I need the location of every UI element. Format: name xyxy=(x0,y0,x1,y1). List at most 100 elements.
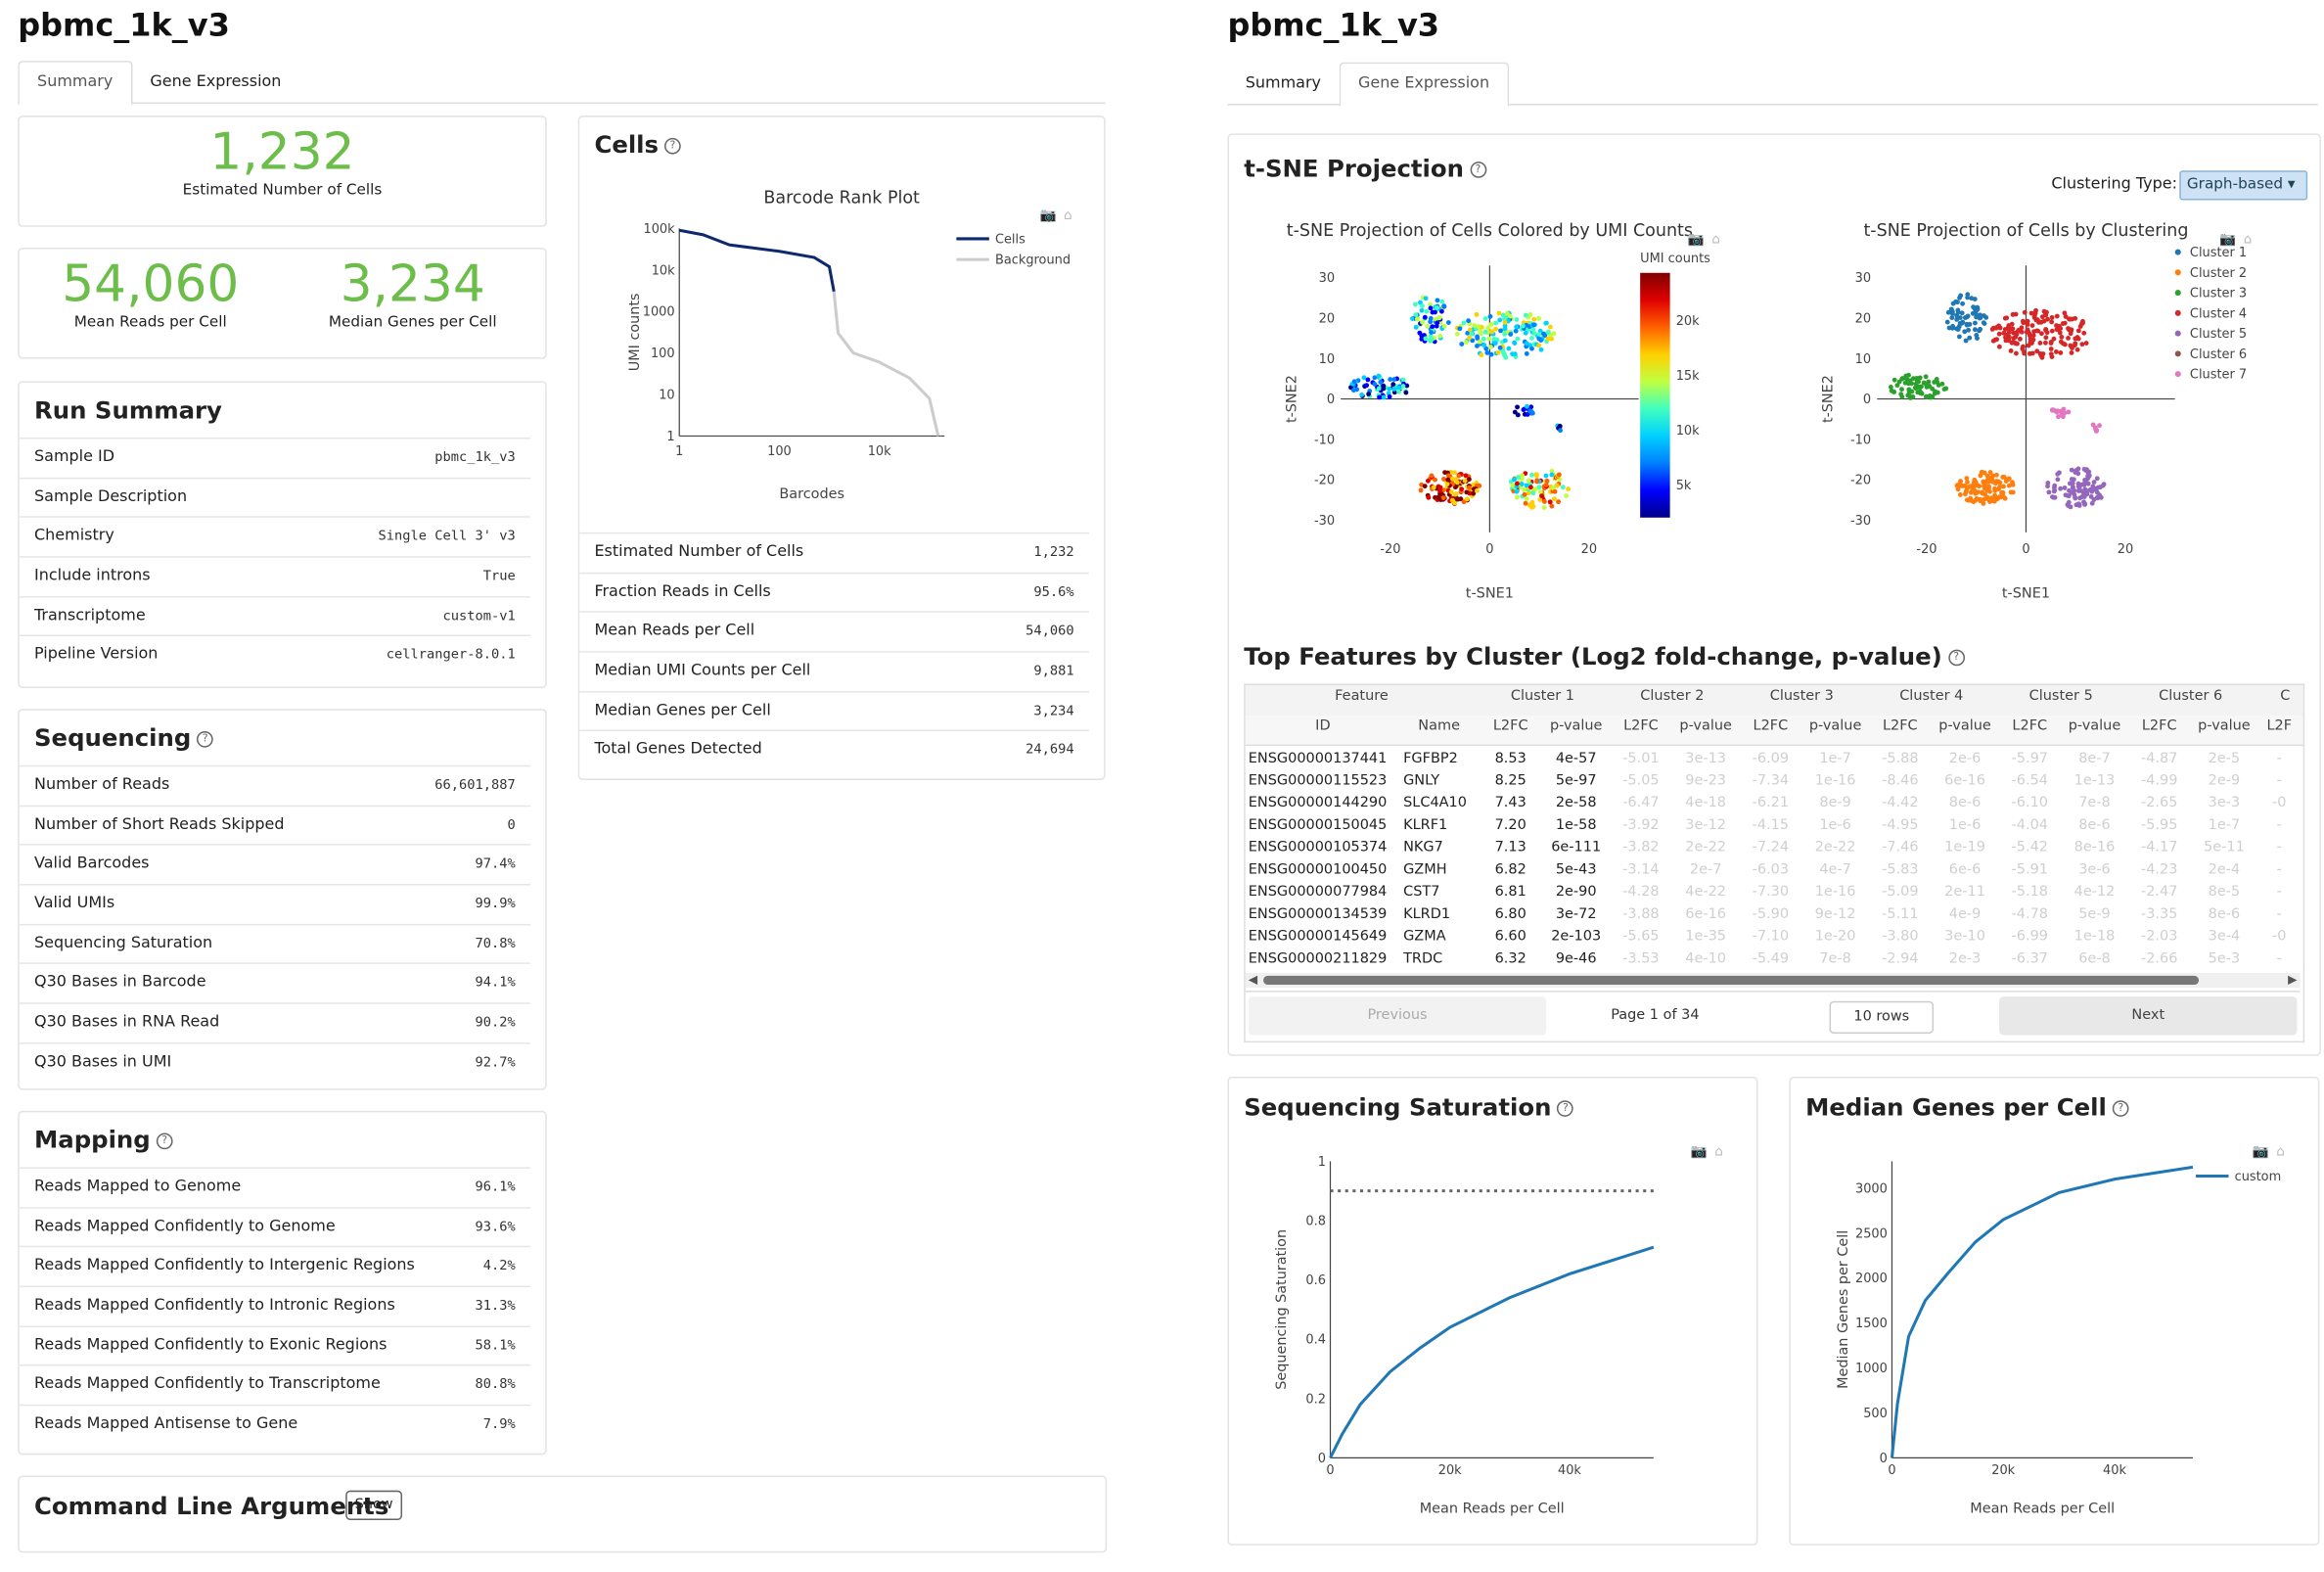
x-tick-label: 20 xyxy=(2118,542,2133,557)
scatter-point xyxy=(2006,483,2012,488)
y-tick-label: 0.2 xyxy=(1305,1392,1326,1407)
table-cell: -2.03 xyxy=(2140,928,2178,946)
metric-value: 31.3% xyxy=(475,1299,516,1315)
table-cell: 1e-18 xyxy=(2073,928,2116,946)
table-cell: 2e-6 xyxy=(1948,750,1982,767)
scatter-point xyxy=(2070,485,2075,490)
rows-per-page-select[interactable]: 10 rows xyxy=(1829,1000,1935,1035)
scatter-point xyxy=(2094,476,2100,482)
previous-button[interactable]: Previous xyxy=(1248,996,1547,1036)
help-icon[interactable]: ? xyxy=(1557,1100,1574,1117)
y-tick-label: -10 xyxy=(1850,433,1871,447)
estimated-cells-value: 1,232 xyxy=(209,122,355,183)
scatter-point xyxy=(1529,499,1535,505)
y-tick-label: -10 xyxy=(1314,433,1335,447)
scatter-point xyxy=(1529,336,1534,341)
metric-row: Reads Mapped Confidently to Intergenic R… xyxy=(19,1246,530,1285)
scatter-point xyxy=(1500,312,1506,318)
scrollbar-thumb[interactable] xyxy=(1262,975,2200,986)
reads-genes-card: 54,060 Mean Reads per Cell 3,234 Median … xyxy=(18,248,547,359)
tab-gene-expression[interactable]: Gene Expression xyxy=(150,72,282,91)
scatter-point xyxy=(1487,313,1493,319)
scatter-point xyxy=(2000,493,2006,499)
table-cell: -6.37 xyxy=(2011,950,2048,967)
help-icon[interactable]: ? xyxy=(664,137,681,155)
y-axis-label: t-SNE2 xyxy=(1284,375,1299,423)
scatter-point xyxy=(1538,338,1544,343)
scatter-point xyxy=(1963,488,1969,494)
table-cell: 3e-13 xyxy=(1685,750,1727,767)
scatter-point xyxy=(2020,344,2026,349)
tab-summary[interactable]: Summary xyxy=(18,61,133,106)
x-axis-label: Barcodes xyxy=(779,486,844,502)
scatter-point xyxy=(1530,327,1536,333)
scatter-point xyxy=(1523,500,1528,506)
scatter-point xyxy=(1437,333,1443,339)
scatter-point xyxy=(2011,330,2017,336)
scatter-point xyxy=(1487,345,1493,349)
scatter-point xyxy=(2038,319,2044,325)
scatter-point xyxy=(2051,494,2057,500)
legend-label: Cluster 1 xyxy=(2190,246,2247,260)
table-cell: - xyxy=(2276,883,2282,901)
metric-value: 7.9% xyxy=(482,1417,516,1433)
table-cell: 8e-5 xyxy=(2208,883,2241,901)
feature-id: ENSG00000077984 xyxy=(1248,883,1388,901)
scatter-point xyxy=(1422,484,1428,489)
help-icon[interactable]: ? xyxy=(197,730,214,748)
help-icon[interactable]: ? xyxy=(1470,162,1486,178)
scroll-left-icon[interactable]: ◀ xyxy=(1248,972,1258,987)
scatter-point xyxy=(1512,341,1518,347)
scatter-point xyxy=(1551,331,1557,337)
scroll-right-icon[interactable]: ▶ xyxy=(2288,972,2298,987)
scatter-point xyxy=(1529,472,1534,478)
y-tick-label: 500 xyxy=(1863,1407,1888,1421)
scatter-point xyxy=(1376,386,1382,392)
scatter-point xyxy=(1514,481,1520,486)
table-cell: -5.88 xyxy=(1882,750,1919,767)
scatter-point xyxy=(2013,334,2019,340)
tab-summary[interactable]: Summary xyxy=(1245,73,1321,92)
scatter-point xyxy=(1381,394,1387,400)
scatter-point xyxy=(1531,331,1537,337)
y-tick-label: 3000 xyxy=(1855,1181,1888,1196)
scatter-point xyxy=(2058,326,2064,332)
horizontal-scrollbar[interactable]: ◀ ▶ xyxy=(1245,972,2301,989)
table-cell: -0 xyxy=(2272,795,2287,811)
x-tick-label: 40k xyxy=(2103,1463,2126,1478)
table-cell: 1e-19 xyxy=(1944,839,1985,856)
metric-value: 3,234 xyxy=(1033,704,1074,719)
metric-value: 99.9% xyxy=(475,897,516,912)
scatter-point xyxy=(2067,487,2072,493)
clustering-type-dropdown[interactable]: Graph-based ▾ xyxy=(2179,170,2308,201)
scatter-point xyxy=(1511,477,1517,483)
scatter-point xyxy=(2006,476,2012,482)
gene-expression-panel: t-SNE Projection? Clustering Type: Graph… xyxy=(1227,133,2321,1056)
metric-row: Reads Mapped Antisense to Gene 7.9% xyxy=(19,1404,530,1444)
help-icon[interactable]: ? xyxy=(2112,1100,2129,1117)
table-cell: 1e-16 xyxy=(1814,883,1856,901)
next-button[interactable]: Next xyxy=(1999,996,2298,1036)
metric-value: 94.1% xyxy=(475,976,516,992)
table-cell: 5e-9 xyxy=(2078,905,2111,923)
help-icon[interactable]: ? xyxy=(1947,649,1965,667)
scatter-point xyxy=(2073,468,2079,474)
scatter-point xyxy=(1534,479,1540,485)
metric-label: Valid Barcodes xyxy=(34,855,150,873)
scatter-point xyxy=(1549,336,1555,342)
scatter-point xyxy=(1413,324,1419,330)
table-cell: -3.82 xyxy=(1622,839,1660,856)
scatter-point xyxy=(1891,389,1896,394)
scatter-point xyxy=(1506,346,1512,351)
metric-row: Reads Mapped to Genome 96.1% xyxy=(19,1167,530,1206)
feature-name: NKG7 xyxy=(1403,839,1443,856)
mapping-panel: Mapping? Reads Mapped to Genome 96.1% Read… xyxy=(18,1110,547,1456)
scatter-point xyxy=(1428,301,1433,307)
metric-row: Include introns True xyxy=(19,556,530,595)
y-tick-label: 30 xyxy=(1855,271,1871,286)
help-icon[interactable]: ? xyxy=(156,1133,173,1150)
y-tick-label: 1 xyxy=(666,430,674,444)
metric-row: Transcriptome custom-v1 xyxy=(19,595,530,635)
show-button[interactable]: Show xyxy=(345,1490,403,1520)
tab-gene-expression[interactable]: Gene Expression xyxy=(1339,62,1509,108)
